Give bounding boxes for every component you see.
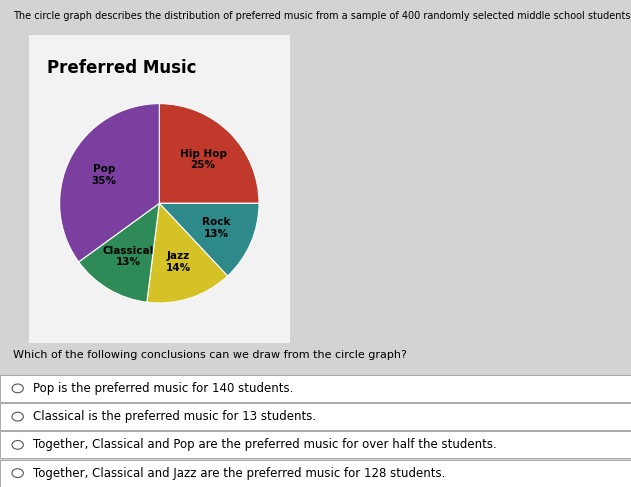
Text: Which of the following conclusions can we draw from the circle graph?: Which of the following conclusions can w… [13, 350, 406, 360]
Wedge shape [159, 204, 259, 276]
Text: Preferred Music: Preferred Music [47, 59, 197, 77]
Wedge shape [159, 104, 259, 204]
Text: Classical is the preferred music for 13 students.: Classical is the preferred music for 13 … [33, 410, 316, 423]
Wedge shape [60, 104, 160, 262]
Wedge shape [147, 204, 228, 303]
Text: Pop
35%: Pop 35% [91, 165, 117, 186]
Text: Hip Hop
25%: Hip Hop 25% [180, 149, 227, 170]
Text: Together, Classical and Jazz are the preferred music for 128 students.: Together, Classical and Jazz are the pre… [33, 467, 445, 480]
Wedge shape [79, 204, 159, 302]
Text: Classical
13%: Classical 13% [102, 246, 153, 267]
Text: Rock
13%: Rock 13% [202, 217, 230, 239]
Text: Together, Classical and Pop are the preferred music for over half the students.: Together, Classical and Pop are the pref… [33, 438, 497, 451]
Text: Jazz
14%: Jazz 14% [166, 251, 191, 273]
Text: The circle graph describes the distribution of preferred music from a sample of : The circle graph describes the distribut… [13, 11, 631, 21]
Text: Pop is the preferred music for 140 students.: Pop is the preferred music for 140 stude… [33, 382, 293, 395]
